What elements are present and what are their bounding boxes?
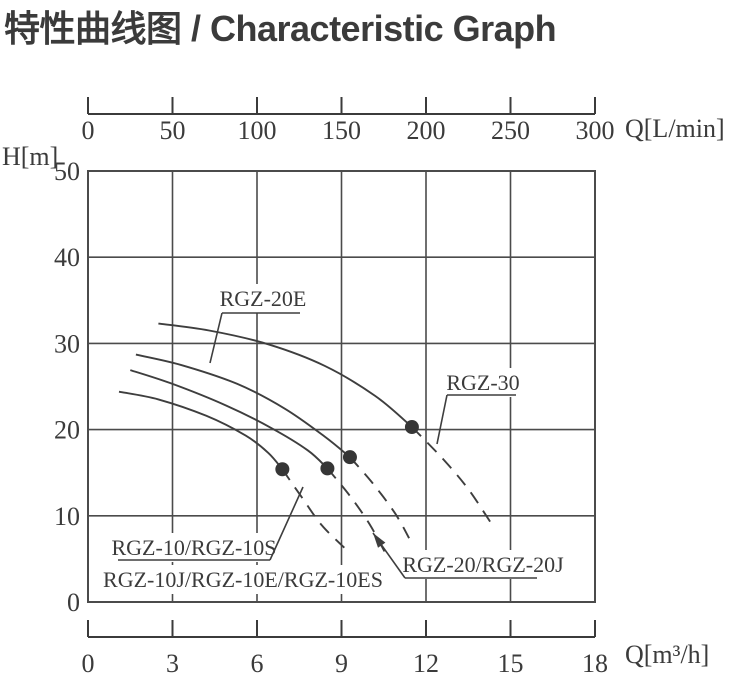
curve-dashed-rgz-10-rgz-10s bbox=[281, 468, 345, 549]
curve-dashed-rgz-20e bbox=[349, 456, 410, 539]
rated-point-dot-rgz-20-rgz-20j bbox=[320, 461, 335, 476]
bottom-axis-unit-label: Q[m³/h] bbox=[625, 640, 709, 669]
rated-point-dot-rgz-30 bbox=[404, 420, 419, 435]
label-rgz-20-rgz-20j: RGZ-20/RGZ-20J bbox=[372, 532, 569, 579]
bottom-axis-tick-label: 15 bbox=[498, 649, 524, 678]
top-axis-tick-label: 0 bbox=[82, 116, 95, 145]
curve-solid-rgz-30 bbox=[158, 322, 413, 428]
label-rgz-30-leader-line bbox=[436, 394, 448, 445]
left-axis-tick-label: 50 bbox=[54, 157, 80, 186]
label-rgz-20e-mask bbox=[215, 284, 311, 313]
label-rgz-10j-rgz-10e-rgz-10es-mask bbox=[99, 565, 387, 594]
curve-solid-rgz-20e bbox=[135, 353, 351, 458]
bottom-axis-tick-label: 0 bbox=[82, 649, 95, 678]
rated-point-dot-rgz-20e bbox=[342, 450, 357, 465]
label-rgz-30: RGZ-30 bbox=[436, 368, 524, 445]
plot-border bbox=[87, 170, 596, 603]
bottom-axis-tick-label: 12 bbox=[413, 649, 439, 678]
bottom-axis: 0 3 6 9 12 15 18 Q[m³/h] bbox=[82, 620, 709, 678]
left-axis-tick-label: 0 bbox=[67, 588, 80, 617]
curves bbox=[118, 322, 492, 556]
left-axis-tick-label: 40 bbox=[54, 243, 80, 272]
label-rgz-20-rgz-20j-arrowhead bbox=[373, 533, 386, 548]
label-rgz-10j-rgz-10e-rgz-10es-text: RGZ-10J/RGZ-10E/RGZ-10ES bbox=[103, 567, 383, 592]
label-rgz-10-rgz-10s: RGZ-10/RGZ-10S bbox=[107, 486, 304, 562]
page-title: 特性曲线图 / Characteristic Graph bbox=[4, 8, 557, 49]
left-axis-tick-label: 10 bbox=[54, 502, 80, 531]
curve-dashed-rgz-30 bbox=[411, 426, 492, 524]
top-axis: 0 50 100 150 200 250 300 Q[L/min] bbox=[82, 97, 725, 145]
bottom-axis-tick-label: 9 bbox=[335, 649, 348, 678]
grid bbox=[87, 170, 596, 603]
top-axis-unit-label: Q[L/min] bbox=[625, 114, 725, 143]
curve-solid-rgz-20-rgz-20j bbox=[130, 369, 329, 470]
top-axis-tick-label: 200 bbox=[407, 116, 446, 145]
label-rgz-20-rgz-20j-mask bbox=[398, 550, 569, 579]
label-rgz-30-mask bbox=[442, 368, 524, 397]
bottom-axis-tick-label: 18 bbox=[582, 649, 608, 678]
label-rgz-20e-text: RGZ-20E bbox=[220, 286, 307, 311]
top-axis-tick-label: 300 bbox=[576, 116, 615, 145]
label-rgz-20e-leader-line bbox=[209, 312, 223, 364]
left-axis-tick-label: 30 bbox=[54, 329, 80, 358]
top-axis-tick-label: 100 bbox=[238, 116, 277, 145]
left-axis-unit-label: H[m] bbox=[2, 142, 58, 171]
bottom-axis-tick-label: 3 bbox=[166, 649, 179, 678]
top-axis-tick-label: 150 bbox=[322, 116, 361, 145]
label-rgz-10-rgz-10s-text: RGZ-10/RGZ-10S bbox=[112, 535, 277, 560]
top-axis-tick-label: 50 bbox=[160, 116, 186, 145]
left-axis: 50 40 30 20 10 0 H[m] bbox=[2, 142, 80, 617]
label-rgz-10j-rgz-10e-rgz-10es: RGZ-10J/RGZ-10E/RGZ-10ES bbox=[99, 565, 387, 594]
curve-labels: RGZ-20E RGZ-30 RGZ-10/RGZ-10S RGZ-10J/RGZ-1… bbox=[99, 284, 569, 594]
label-rgz-10-rgz-10s-leader-line bbox=[269, 486, 304, 561]
label-rgz-20-rgz-20j-text: RGZ-20/RGZ-20J bbox=[402, 552, 564, 577]
bottom-axis-tick-label: 6 bbox=[251, 649, 264, 678]
label-rgz-20e: RGZ-20E bbox=[209, 284, 311, 364]
curve-solid-rgz-10-rgz-10s bbox=[118, 390, 284, 470]
label-rgz-10-rgz-10s-mask bbox=[107, 533, 281, 562]
rated-point-dot-rgz-10-rgz-10s bbox=[275, 462, 290, 477]
top-axis-tick-label: 250 bbox=[491, 116, 530, 145]
left-axis-tick-label: 20 bbox=[54, 416, 80, 445]
label-rgz-30-text: RGZ-30 bbox=[446, 370, 519, 395]
